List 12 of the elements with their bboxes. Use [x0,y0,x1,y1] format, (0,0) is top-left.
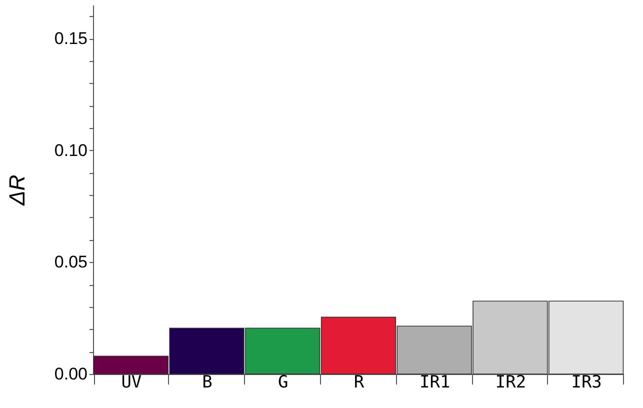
x-tick-label: IR3 [571,372,602,392]
y-tick-label: 0.15 [54,29,88,48]
x-tick-label: B [202,372,212,392]
x-tick-label: G [278,372,288,392]
x-tick-label: UV [121,372,142,392]
y-tick-label: 0.05 [54,252,88,272]
x-tick-label: IR1 [420,372,450,392]
y-tick-label: 0.00 [54,364,88,384]
y-tick-label: 0.10 [54,140,88,160]
x-tick-label: R [354,372,365,392]
x-tick-label: IR2 [495,372,526,392]
y-axis-title: ΔR [4,174,30,206]
